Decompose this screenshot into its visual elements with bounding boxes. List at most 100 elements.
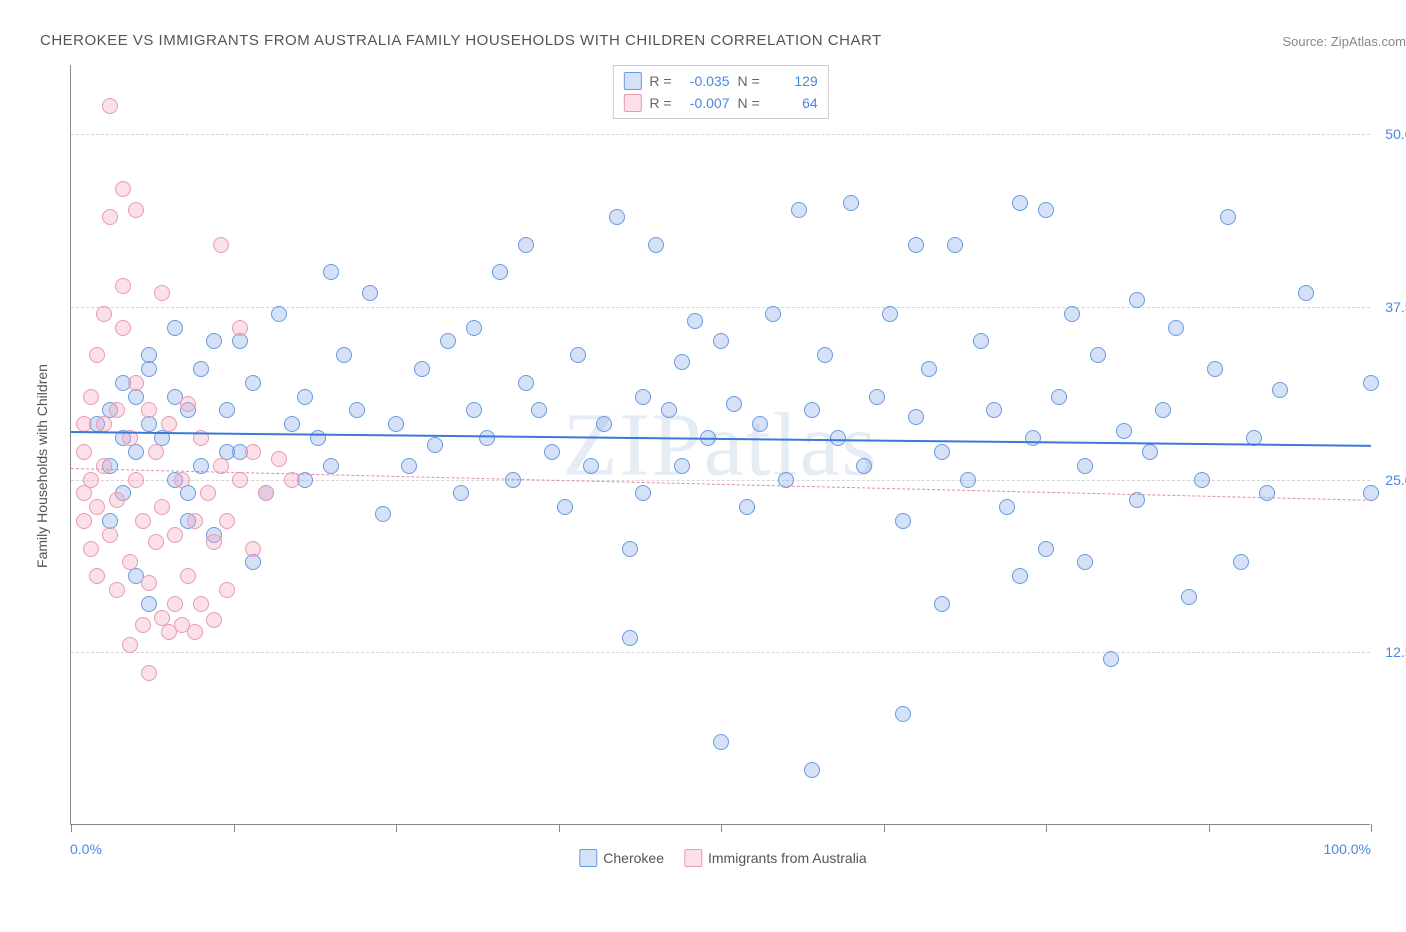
data-point: [349, 402, 365, 418]
data-point: [466, 320, 482, 336]
r-label: R =: [649, 73, 671, 89]
data-point: [492, 264, 508, 280]
data-point: [531, 402, 547, 418]
data-point: [83, 541, 99, 557]
data-point: [1142, 444, 1158, 460]
data-point: [1090, 347, 1106, 363]
data-point: [180, 485, 196, 501]
data-point: [804, 762, 820, 778]
legend-item-1: Cherokee: [579, 849, 664, 867]
data-point: [167, 527, 183, 543]
data-point: [1181, 589, 1197, 605]
data-point: [245, 541, 261, 557]
data-point: [122, 554, 138, 570]
data-point: [1077, 458, 1093, 474]
data-point: [193, 361, 209, 377]
data-point: [128, 389, 144, 405]
data-point: [583, 458, 599, 474]
data-point: [115, 278, 131, 294]
data-point: [882, 306, 898, 322]
data-point: [76, 485, 92, 501]
y-axis-label: Family Households with Children: [34, 364, 50, 568]
data-point: [544, 444, 560, 460]
data-point: [908, 409, 924, 425]
data-point: [1259, 485, 1275, 501]
data-point: [323, 264, 339, 280]
data-point: [109, 582, 125, 598]
data-point: [570, 347, 586, 363]
data-point: [83, 472, 99, 488]
data-point: [310, 430, 326, 446]
xtick: [721, 824, 722, 832]
xtick: [234, 824, 235, 832]
data-point: [830, 430, 846, 446]
data-point: [869, 389, 885, 405]
x-min-label: 0.0%: [70, 841, 102, 857]
stats-row-2: R = -0.007 N = 64: [623, 92, 817, 114]
data-point: [83, 389, 99, 405]
data-point: [96, 458, 112, 474]
data-point: [674, 354, 690, 370]
stats-row-1: R = -0.035 N = 129: [623, 70, 817, 92]
series1-swatch: [623, 72, 641, 90]
data-point: [128, 202, 144, 218]
data-point: [687, 313, 703, 329]
trend-line: [71, 431, 1371, 447]
data-point: [557, 499, 573, 515]
xtick: [559, 824, 560, 832]
data-point: [174, 472, 190, 488]
data-point: [206, 534, 222, 550]
series2-swatch: [623, 94, 641, 112]
data-point: [141, 416, 157, 432]
n-label: N =: [738, 95, 760, 111]
data-point: [986, 402, 1002, 418]
data-point: [128, 444, 144, 460]
data-point: [135, 617, 151, 633]
data-point: [76, 416, 92, 432]
data-point: [440, 333, 456, 349]
data-point: [791, 202, 807, 218]
series2-swatch-bottom: [684, 849, 702, 867]
data-point: [713, 734, 729, 750]
data-point: [622, 541, 638, 557]
data-point: [167, 596, 183, 612]
data-point: [141, 596, 157, 612]
data-point: [661, 402, 677, 418]
data-point: [187, 624, 203, 640]
data-point: [908, 237, 924, 253]
data-point: [479, 430, 495, 446]
data-point: [141, 665, 157, 681]
data-point: [96, 416, 112, 432]
data-point: [148, 444, 164, 460]
data-point: [141, 347, 157, 363]
series2-label: Immigrants from Australia: [708, 850, 867, 866]
data-point: [726, 396, 742, 412]
data-point: [89, 347, 105, 363]
stats-legend: R = -0.035 N = 129 R = -0.007 N = 64: [612, 65, 828, 119]
data-point: [89, 499, 105, 515]
data-point: [1363, 375, 1379, 391]
xtick: [1209, 824, 1210, 832]
data-point: [362, 285, 378, 301]
data-point: [856, 458, 872, 474]
data-point: [1168, 320, 1184, 336]
data-point: [180, 568, 196, 584]
data-point: [1077, 554, 1093, 570]
data-point: [245, 444, 261, 460]
data-point: [1064, 306, 1080, 322]
data-point: [895, 706, 911, 722]
xtick: [71, 824, 72, 832]
data-point: [1025, 430, 1041, 446]
data-point: [518, 237, 534, 253]
data-point: [752, 416, 768, 432]
data-point: [934, 596, 950, 612]
series1-swatch-bottom: [579, 849, 597, 867]
data-point: [200, 485, 216, 501]
data-point: [115, 181, 131, 197]
x-max-label: 100.0%: [1324, 841, 1371, 857]
xtick: [884, 824, 885, 832]
data-point: [635, 485, 651, 501]
data-point: [206, 612, 222, 628]
r-label: R =: [649, 95, 671, 111]
data-point: [141, 575, 157, 591]
